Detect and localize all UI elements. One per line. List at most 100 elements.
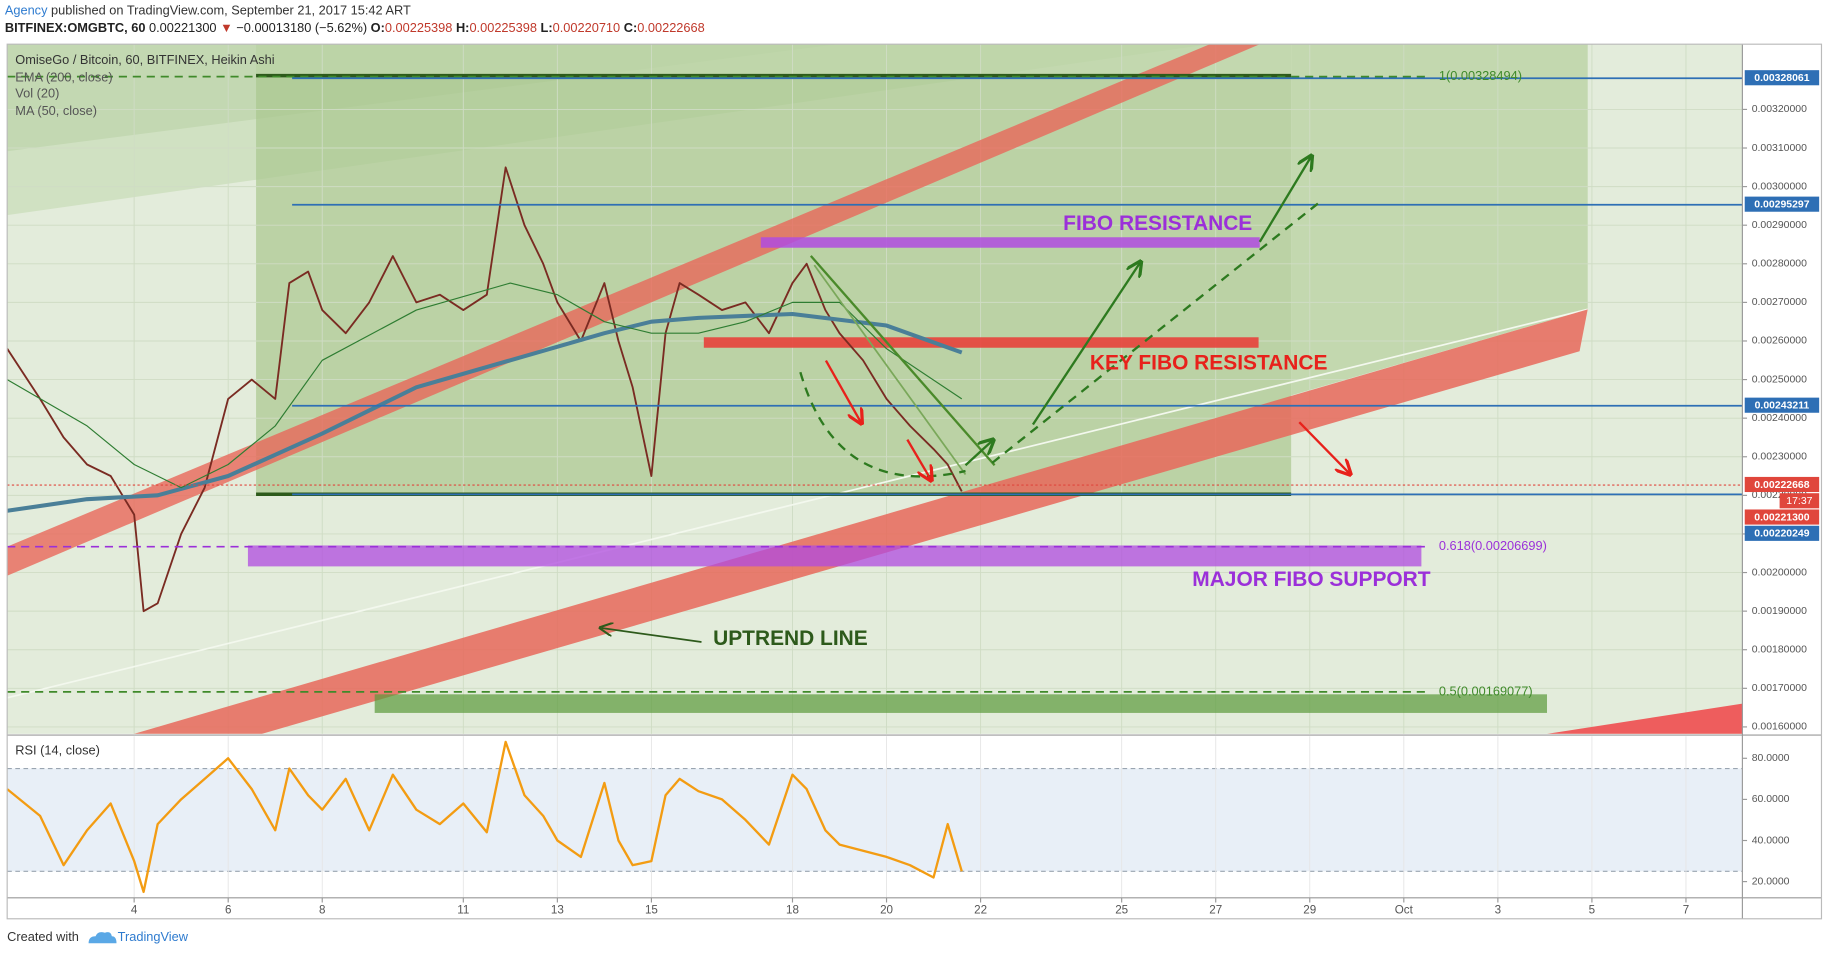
symbol: BITFINEX:OMGBTC, 60 [5,20,146,35]
arrow [824,359,861,423]
low: 0.00220710 [553,20,621,35]
x-tick-label: 18 [786,904,799,917]
y-tick-label: 0.00200000 [1752,567,1807,578]
level-label: 0.00328061 [1754,73,1809,84]
created-with: Created with [7,929,79,944]
brand-link[interactable]: TradingView [118,929,189,944]
support-zone [247,545,1422,567]
channel [1547,703,1743,734]
x-tick-label: 4 [131,904,138,917]
drawings [7,44,1743,734]
y-tick-label: 0.00280000 [1752,259,1807,270]
h-label: H: [456,20,470,35]
level-label: 0.00243211 [1755,401,1810,412]
y-tick-label: 0.00250000 [1752,374,1807,385]
y-tick-label: 0.00310000 [1752,143,1807,154]
trend-line [813,264,967,476]
level-box [1744,70,1820,86]
fib-zone [256,75,1292,495]
rsi-title: RSI (14, close) [15,743,100,758]
x-tick-label: 13 [551,904,564,917]
x-tick-label: 25 [1115,904,1128,917]
y-tick-label: 0.00220000 [1752,490,1807,501]
x-tick-label: 22 [974,904,987,917]
logo [88,932,117,944]
x-tick-label: 11 [457,904,469,917]
x-tick-label: 20 [880,904,893,917]
resistance-zone [703,337,1259,348]
y-tick-label: 0.00290000 [1752,220,1807,231]
rsi-band [7,768,1743,872]
axes: 4 6 8 11 13 15 18 20 22 25 27 29 Oct 3 5 7 0.00160000 0.0… [131,68,1820,917]
x-tick-label: 7 [1683,904,1689,917]
x-tick-label: 6 [225,904,231,917]
series-line [7,282,963,489]
y-tick-label: 0.00240000 [1752,413,1807,424]
grid [7,44,1743,734]
channel [133,309,1588,734]
annotation: UPTREND LINE [713,627,868,650]
rsi [6,736,1743,898]
arrow [964,441,992,467]
level-box [1744,196,1820,212]
annotation: FIBO RESISTANCE [1063,212,1252,235]
fib-zone [256,44,1292,76]
y-tick-label: 80.0000 [1752,753,1790,764]
projection [799,371,966,478]
close: 0.00222668 [637,20,705,35]
countdown-box [1779,493,1820,509]
y-tick-label: 60.0000 [1752,794,1790,805]
y-tick-label: 0.00320000 [1752,104,1807,115]
channel-edge [7,308,1588,699]
arrow: ▼ [220,20,233,35]
header-line: Agency published on TradingView.com, Sep… [5,3,411,18]
y-tick-label: 0.00190000 [1752,606,1807,617]
channel [7,44,1260,576]
annotations: FIBO RESISTANCE KEY FIBO RESISTANCE MAJO… [601,157,1431,650]
level-label: 0.00222668 [1754,480,1809,491]
level-box [1744,397,1820,413]
y-tick-label: 0.00170000 [1752,683,1807,694]
drawings-back [7,44,1588,495]
x-tick-label: 5 [1589,904,1595,917]
y-tick-label: 0.00180000 [1752,644,1807,655]
legend-entry: MA (50, close) [15,103,97,118]
resistance-zone [760,237,1260,248]
high: 0.00225398 [469,20,537,35]
x-tick-label: 29 [1303,904,1316,917]
y-tick-label: 0.00160000 [1752,722,1807,733]
trend-line [809,255,996,466]
arrow [601,628,702,643]
author-link[interactable]: Agency [5,3,48,18]
level-box [1744,476,1820,493]
fib-label: 0.5(0.00169077) [1439,683,1533,698]
l-label: L: [541,20,553,35]
arrow [1031,263,1140,426]
x-tick-label: 3 [1495,904,1501,917]
y-tick-label: 0.00270000 [1752,297,1807,308]
annotation: MAJOR FIBO SUPPORT [1192,568,1431,591]
arrow [1298,421,1349,473]
x-tick-label: 8 [319,904,325,917]
y-tick-label: 20.0000 [1752,876,1790,887]
open: 0.00225398 [385,20,453,35]
y-tick-label: 0.00260000 [1752,336,1807,347]
x-tick-label: 15 [645,904,658,917]
y-tick-label: 0.00300000 [1752,181,1807,192]
legend-entry: EMA (200, close) [15,69,112,84]
fib-label: 0.618(0.00206699) [1439,538,1547,553]
x-tick-label: Oct [1395,904,1414,917]
frame [6,43,1823,920]
y-tick-label: 40.0000 [1752,835,1790,846]
projection [991,202,1319,464]
level-box [1744,509,1820,525]
support-zone [374,694,1548,713]
level-box [1744,525,1820,541]
countdown: 17:37 [1786,496,1812,507]
chart-title: OmiseGo / Bitcoin, 60, BITFINEX, Heikin … [15,52,274,67]
x-tick-label: 27 [1209,904,1222,917]
change: −0.00013180 (−5.62%) [236,20,367,35]
series [7,75,1743,693]
arrow [1258,157,1311,243]
